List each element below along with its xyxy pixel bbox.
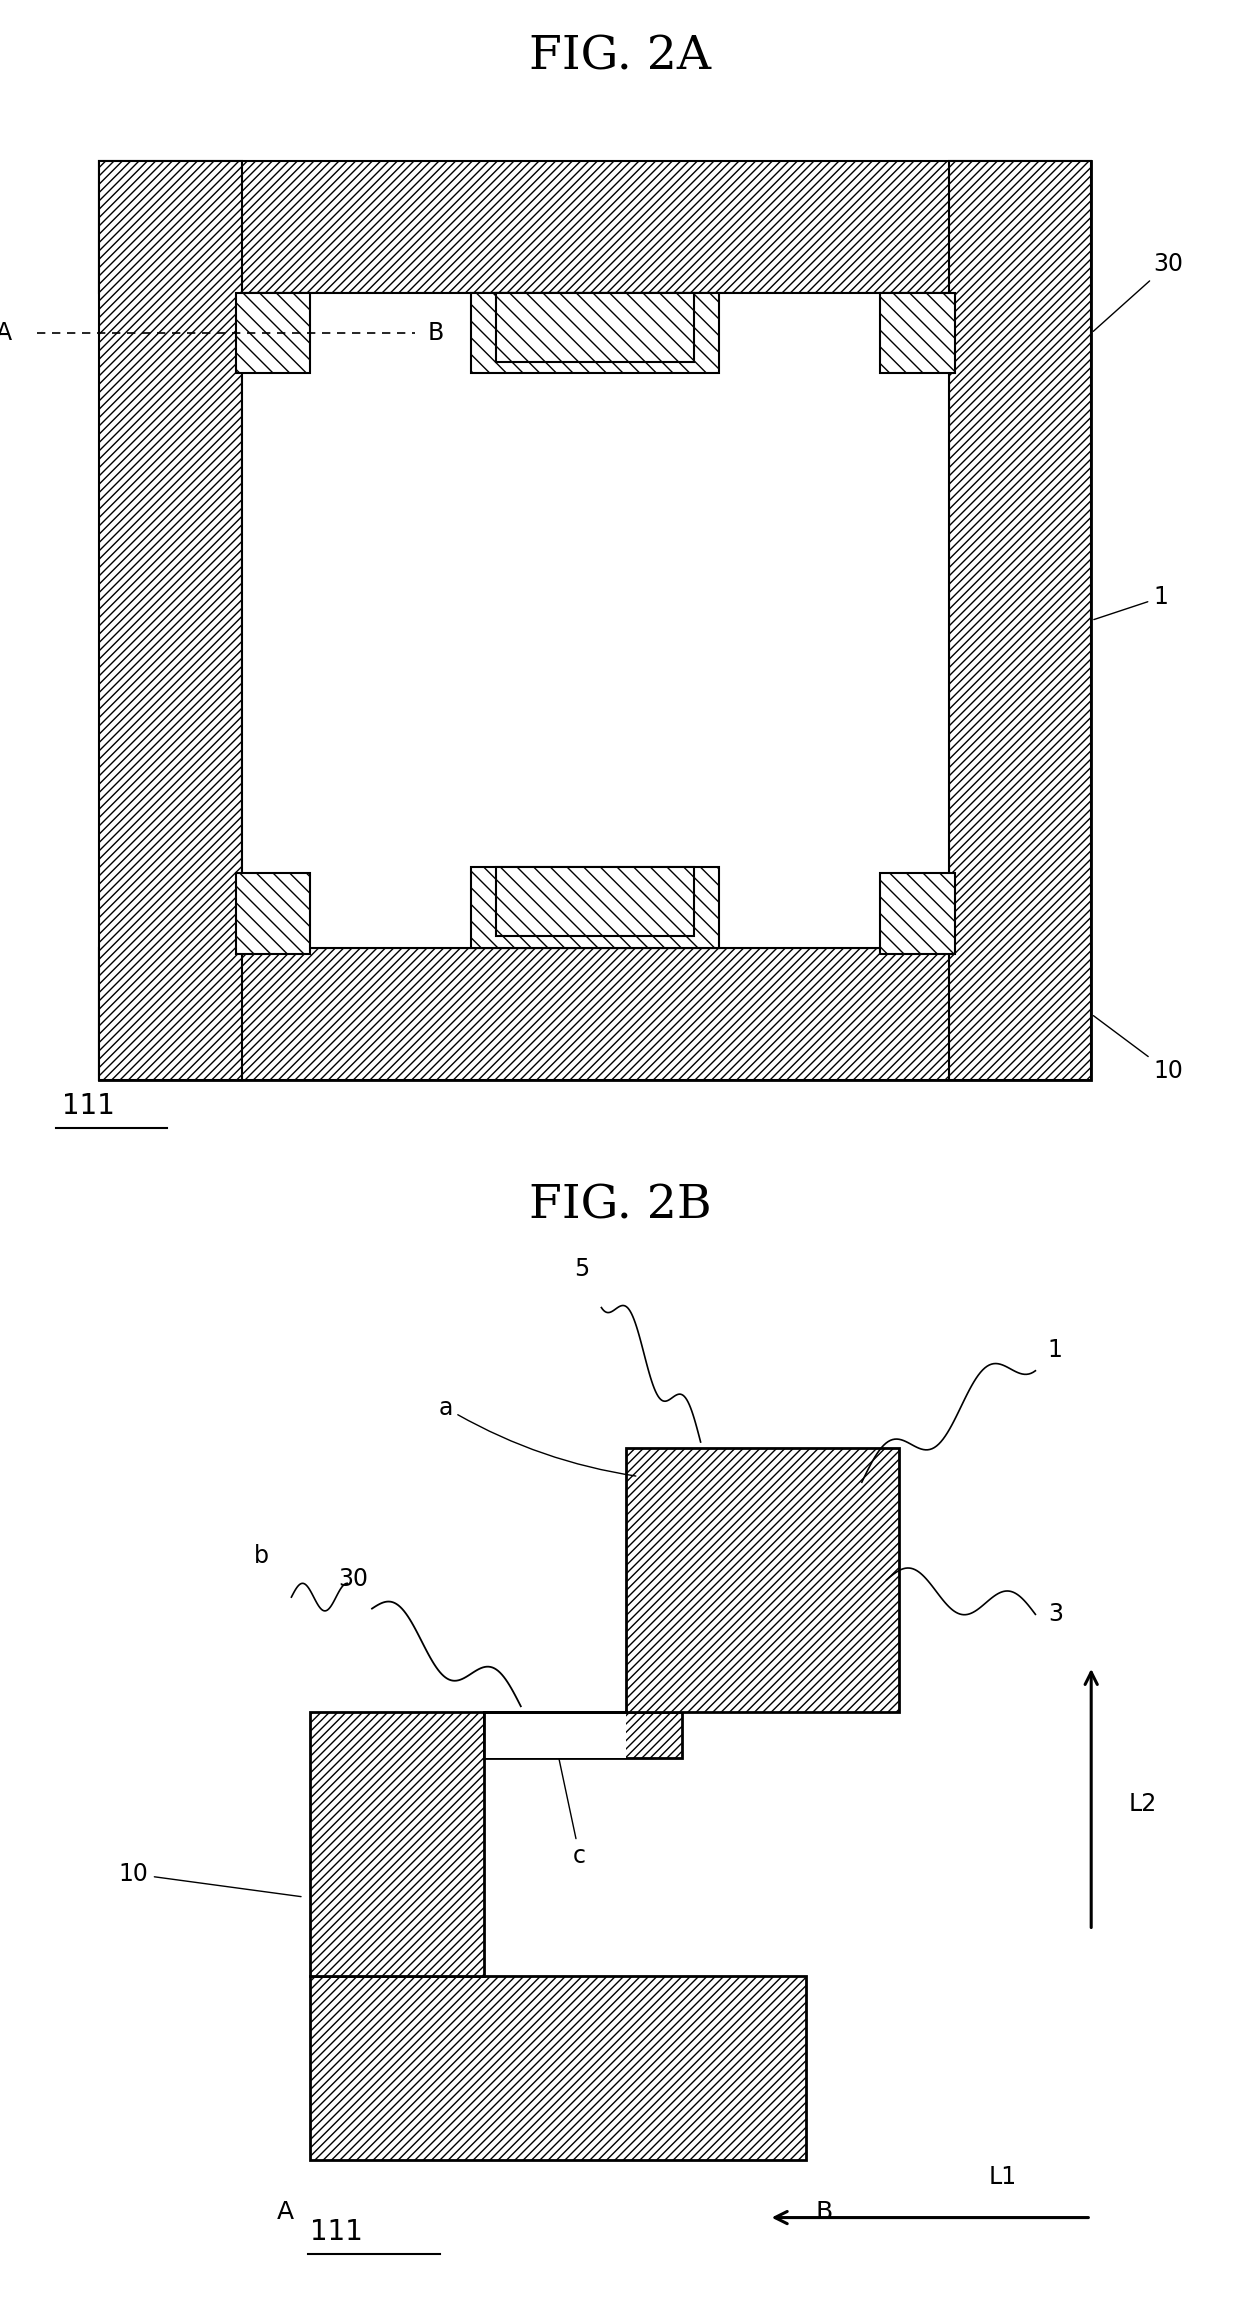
Bar	[496, 292, 694, 361]
Text: 10: 10	[1094, 1016, 1183, 1082]
Bar	[236, 873, 310, 954]
Bar	[949, 161, 1091, 1080]
Text: B: B	[428, 322, 444, 345]
Text: b: b	[254, 1544, 269, 1567]
Text: B: B	[816, 2201, 833, 2224]
Text: A: A	[0, 322, 12, 345]
Bar	[626, 1448, 899, 1712]
Bar	[310, 1712, 484, 1976]
Text: a: a	[438, 1395, 636, 1475]
Text: 5: 5	[574, 1257, 589, 1282]
Text: 10: 10	[119, 1861, 301, 1896]
Bar	[99, 161, 1091, 1080]
Text: 30: 30	[339, 1567, 368, 1590]
Bar	[242, 292, 949, 947]
Bar	[99, 161, 242, 1080]
Text: 1: 1	[1094, 586, 1168, 620]
Text: 1: 1	[1048, 1337, 1063, 1363]
Text: 30: 30	[1094, 253, 1183, 331]
Bar	[484, 1712, 682, 1758]
Bar	[471, 292, 719, 372]
Text: A: A	[277, 2201, 294, 2224]
Bar	[236, 292, 310, 372]
Bar	[484, 1712, 626, 1758]
Bar	[310, 1976, 806, 2160]
Bar	[471, 866, 719, 947]
Text: L2: L2	[1128, 1792, 1157, 1815]
Bar	[880, 292, 955, 372]
Text: L1: L1	[988, 2165, 1017, 2190]
Text: 111: 111	[62, 1092, 115, 1121]
Text: 111: 111	[310, 2218, 363, 2247]
Text: FIG. 2A: FIG. 2A	[529, 34, 711, 80]
Bar	[484, 1712, 626, 1758]
Text: c: c	[556, 1742, 587, 1868]
Text: FIG. 2B: FIG. 2B	[528, 1183, 712, 1229]
Bar	[496, 866, 694, 938]
Bar	[99, 947, 1091, 1080]
Bar	[99, 161, 1091, 292]
Bar	[880, 873, 955, 954]
Text: 3: 3	[1048, 1602, 1063, 1627]
